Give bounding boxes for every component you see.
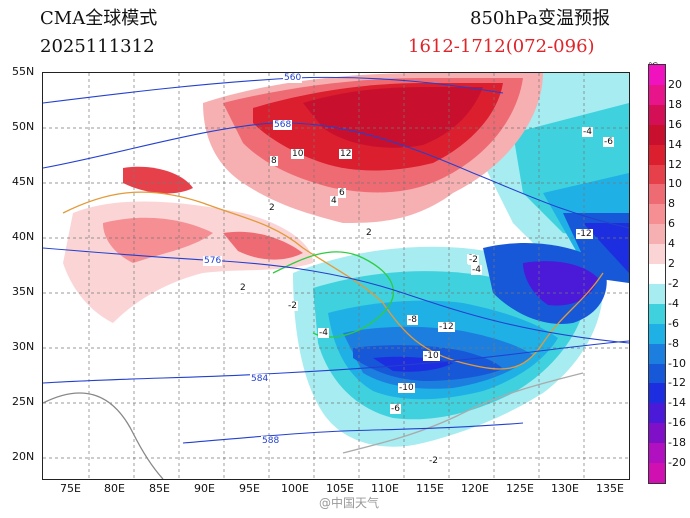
legend-color-block	[649, 184, 665, 205]
product-title: 850hPa变温预报	[470, 8, 610, 29]
legend-value: -6	[668, 316, 679, 330]
lon-label: 135E	[596, 482, 624, 495]
lat-label: 55N	[12, 65, 35, 78]
legend-color-block	[649, 204, 665, 225]
legend-value: 18	[668, 97, 682, 111]
legend-color-block	[649, 463, 665, 484]
lon-label: 110E	[371, 482, 399, 495]
legend-color-block	[649, 84, 665, 106]
lon-label: 90E	[194, 482, 215, 495]
legend-value: 2	[668, 257, 675, 271]
lon-label: 80E	[104, 482, 125, 495]
legend-value: -10	[668, 356, 686, 370]
legend-value: 20	[668, 77, 682, 91]
temp-label: -4	[582, 127, 593, 137]
legend-value: -20	[668, 456, 686, 470]
watermark: @中国天气	[319, 496, 380, 510]
legend-color-block	[649, 104, 665, 126]
lon-label: 85E	[149, 482, 170, 495]
color-legend	[648, 64, 666, 484]
lat-label: 20N	[12, 450, 35, 463]
legend-value: 14	[668, 137, 682, 151]
legend-color-block	[649, 65, 665, 86]
legend-color-block	[649, 363, 665, 384]
temp-label: 8	[270, 156, 278, 166]
height-label: 568	[273, 120, 293, 130]
legend-value: 4	[668, 237, 675, 251]
legend-value: 6	[668, 217, 675, 231]
legend-value: 8	[668, 197, 675, 211]
temp-label: 6	[338, 188, 346, 198]
legend-color-block	[649, 264, 665, 285]
legend-color-block	[649, 283, 665, 305]
legend-color-block	[649, 443, 665, 464]
lat-label: 30N	[12, 340, 35, 353]
temp-label: -6	[603, 137, 614, 147]
height-label: 584	[250, 374, 270, 384]
lon-label: 95E	[239, 482, 260, 495]
temperature-change-map	[43, 73, 629, 479]
temp-label: -12	[438, 322, 455, 332]
legend-color-block	[649, 343, 665, 365]
legend-value: -16	[668, 416, 686, 430]
lon-label: 100E	[281, 482, 309, 495]
legend-value: 10	[668, 177, 682, 191]
lat-label: 25N	[12, 395, 35, 408]
lon-label: 130E	[551, 482, 579, 495]
legend-color-block	[649, 164, 665, 185]
temp-label: -12	[576, 229, 593, 239]
lon-label: 75E	[60, 482, 81, 495]
temp-label: -2	[468, 255, 479, 265]
legend-value: -2	[668, 276, 679, 290]
legend-color-block	[649, 383, 665, 404]
legend-color-block	[649, 423, 665, 444]
lon-label: 125E	[506, 482, 534, 495]
temp-label: -10	[398, 383, 415, 393]
legend-color-block	[649, 303, 665, 325]
temp-label: -4	[318, 328, 329, 338]
lon-label: 115E	[416, 482, 444, 495]
temp-label: 2	[239, 283, 247, 293]
run-time: 2025111312	[40, 36, 155, 57]
lat-label: 45N	[12, 175, 35, 188]
model-name: CMA全球模式	[40, 8, 158, 29]
legend-color-block	[649, 224, 665, 245]
temp-label: 10	[291, 149, 305, 159]
forecast-period: 1612-1712(072-096)	[408, 36, 595, 57]
legend-color-block	[649, 144, 665, 165]
height-label: 560	[283, 73, 303, 83]
legend-color-block	[649, 124, 665, 146]
legend-value: -14	[668, 396, 686, 410]
lat-label: 50N	[12, 120, 35, 133]
legend-value: -4	[668, 296, 679, 310]
legend-color-block	[649, 403, 665, 424]
temp-label: -2	[287, 301, 298, 311]
legend-value: -12	[668, 376, 686, 390]
height-label: 576	[203, 256, 223, 266]
legend-color-block	[649, 244, 665, 265]
temp-label: 2	[268, 203, 276, 213]
lon-label: 120E	[461, 482, 489, 495]
legend-value: -18	[668, 436, 686, 450]
temp-label: -4	[471, 265, 482, 275]
temp-label: -2	[428, 456, 439, 466]
height-label: 588	[261, 436, 281, 446]
temp-label: 4	[330, 196, 338, 206]
map-panel: 2 6 8 10 12 4 2 2 2 -2 -4 -8 -12 -10 -10…	[42, 72, 630, 480]
legend-value: 12	[668, 157, 682, 171]
temp-label: -10	[423, 351, 440, 361]
temp-label: -6	[390, 404, 401, 414]
lat-label: 35N	[12, 285, 35, 298]
legend-color-block	[649, 323, 665, 345]
temp-label: 12	[339, 149, 353, 159]
legend-value: 16	[668, 117, 682, 131]
temp-label: -8	[407, 315, 418, 325]
lon-label: 105E	[326, 482, 354, 495]
lat-label: 40N	[12, 230, 35, 243]
temp-label: 2	[365, 228, 373, 238]
legend-value: -8	[668, 336, 679, 350]
